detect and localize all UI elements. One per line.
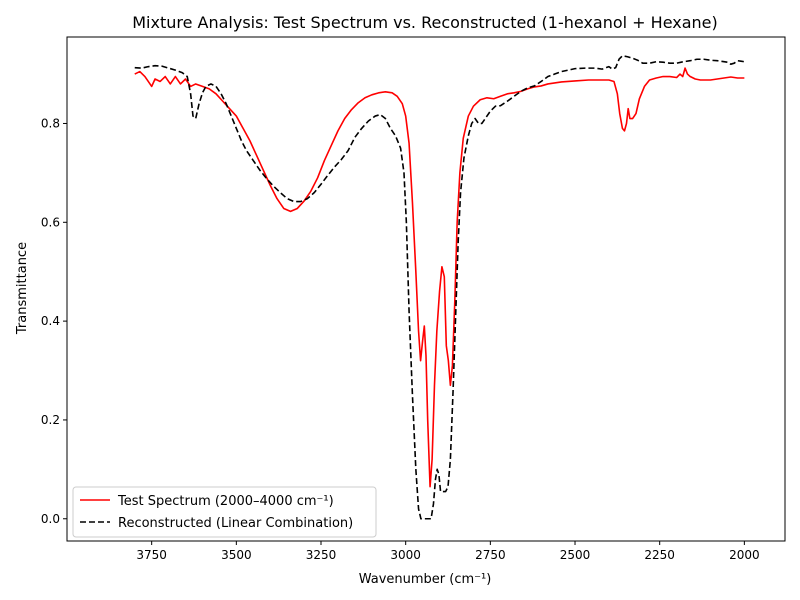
x-tick-label: 3750	[136, 548, 167, 562]
series-layer	[134, 54, 745, 520]
legend-label: Test Spectrum (2000–4000 cm⁻¹)	[117, 494, 334, 509]
y-tick-label: 0.2	[41, 413, 60, 427]
plot-area	[66, 36, 786, 542]
test-spectrum-line	[134, 67, 745, 488]
x-tick-label: 3250	[306, 548, 337, 562]
y-tick-label: 0.4	[41, 314, 60, 328]
x-axis: 3750 3500 3250 3000 2750 2500 2250 2000	[136, 541, 760, 562]
x-tick-label: 2250	[644, 548, 675, 562]
x-tick-label: 3500	[221, 548, 252, 562]
x-tick-label: 2750	[475, 548, 506, 562]
plot-frame	[66, 36, 786, 542]
chart-title: Mixture Analysis: Test Spectrum vs. Reco…	[132, 13, 718, 32]
legend-label: Reconstructed (Linear Combination)	[118, 516, 353, 531]
legend: Test Spectrum (2000–4000 cm⁻¹) Reconstruc…	[72, 486, 377, 538]
x-tick-label: 2500	[560, 548, 591, 562]
x-tick-label: 3000	[390, 548, 421, 562]
legend-box	[72, 486, 377, 538]
plot-background	[67, 37, 785, 541]
reconstructed-line	[134, 54, 745, 520]
y-axis: 0.0 0.2 0.4 0.6 0.8	[41, 116, 67, 526]
y-tick-label: 0.0	[41, 512, 60, 526]
x-axis-label: Wavenumber (cm⁻¹)	[359, 572, 492, 587]
y-axis-label: Transmittance	[15, 242, 30, 335]
y-tick-label: 0.8	[41, 116, 60, 130]
y-tick-label: 0.6	[41, 215, 60, 229]
x-tick-label: 2000	[729, 548, 760, 562]
